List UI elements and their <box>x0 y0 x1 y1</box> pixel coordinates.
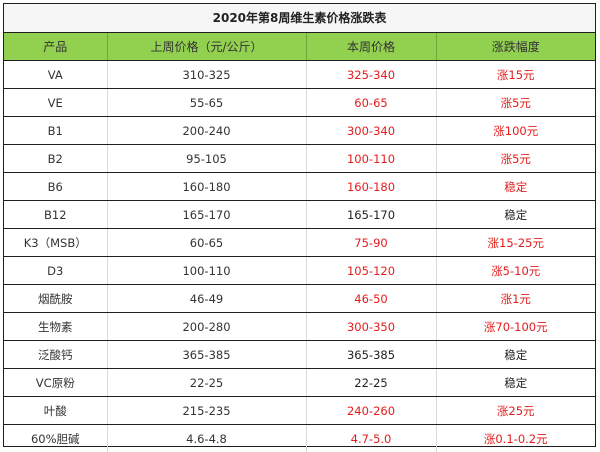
cell-this-week-price: 325-340 <box>306 61 436 89</box>
cell-product: 60%胆碱 <box>4 425 107 452</box>
cell-this-week-price: 365-385 <box>306 341 436 369</box>
cell-change: 涨70-100元 <box>436 313 595 341</box>
cell-product: 泛酸钙 <box>4 341 107 369</box>
cell-last-week-price: 60-65 <box>107 229 306 257</box>
cell-last-week-price: 95-105 <box>107 145 306 173</box>
cell-last-week-price: 100-110 <box>107 257 306 285</box>
cell-product: 生物素 <box>4 313 107 341</box>
cell-last-week-price: 215-235 <box>107 397 306 425</box>
cell-this-week-price: 160-180 <box>306 173 436 201</box>
cell-this-week-price: 75-90 <box>306 229 436 257</box>
cell-last-week-price: 165-170 <box>107 201 306 229</box>
cell-product: D3 <box>4 257 107 285</box>
cell-product: VE <box>4 89 107 117</box>
cell-this-week-price: 300-340 <box>306 117 436 145</box>
cell-last-week-price: 55-65 <box>107 89 306 117</box>
cell-product: B2 <box>4 145 107 173</box>
cell-this-week-price: 165-170 <box>306 201 436 229</box>
cell-product: B12 <box>4 201 107 229</box>
cell-this-week-price: 240-260 <box>306 397 436 425</box>
cell-this-week-price: 4.7-5.0 <box>306 425 436 452</box>
cell-change: 涨15-25元 <box>436 229 595 257</box>
cell-this-week-price: 46-50 <box>306 285 436 313</box>
cell-change: 稳定 <box>436 369 595 397</box>
cell-last-week-price: 22-25 <box>107 369 306 397</box>
cell-product: VA <box>4 61 107 89</box>
cell-this-week-price: 22-25 <box>306 369 436 397</box>
header-change: 涨跌幅度 <box>436 33 595 61</box>
cell-product: K3（MSB） <box>4 229 107 257</box>
cell-product: VC原粉 <box>4 369 107 397</box>
cell-change: 涨25元 <box>436 397 595 425</box>
cell-change: 涨5-10元 <box>436 257 595 285</box>
header-row: 产品 上周价格（元/公斤） 本周价格 涨跌幅度 <box>4 33 595 61</box>
cell-change: 涨100元 <box>436 117 595 145</box>
cell-change: 涨1元 <box>436 285 595 313</box>
header-product: 产品 <box>4 33 107 61</box>
cell-product: B1 <box>4 117 107 145</box>
cell-change: 稳定 <box>436 341 595 369</box>
cell-change: 稳定 <box>436 201 595 229</box>
cell-last-week-price: 46-49 <box>107 285 306 313</box>
cell-this-week-price: 100-110 <box>306 145 436 173</box>
cell-last-week-price: 200-280 <box>107 313 306 341</box>
header-last-week-price: 上周价格（元/公斤） <box>107 33 306 61</box>
cell-change: 稳定 <box>436 173 595 201</box>
table-title: 2020年第8周维生素价格涨跌表 <box>4 4 595 33</box>
cell-last-week-price: 200-240 <box>107 117 306 145</box>
header-this-week-price: 本周价格 <box>306 33 436 61</box>
cell-last-week-price: 310-325 <box>107 61 306 89</box>
cell-change: 涨5元 <box>436 89 595 117</box>
cell-change: 涨15元 <box>436 61 595 89</box>
cell-change: 涨0.1-0.2元 <box>436 425 595 452</box>
cell-product: 叶酸 <box>4 397 107 425</box>
cell-last-week-price: 160-180 <box>107 173 306 201</box>
cell-last-week-price: 365-385 <box>107 341 306 369</box>
cell-product: 烟酰胺 <box>4 285 107 313</box>
price-table-sheet: 2020年第8周维生素价格涨跌表 产品 上周价格（元/公斤） 本周价格 涨跌幅度… <box>3 3 596 447</box>
cell-change: 涨5元 <box>436 145 595 173</box>
cell-this-week-price: 60-65 <box>306 89 436 117</box>
cell-last-week-price: 4.6-4.8 <box>107 425 306 452</box>
cell-this-week-price: 105-120 <box>306 257 436 285</box>
cell-product: B6 <box>4 173 107 201</box>
cell-this-week-price: 300-350 <box>306 313 436 341</box>
